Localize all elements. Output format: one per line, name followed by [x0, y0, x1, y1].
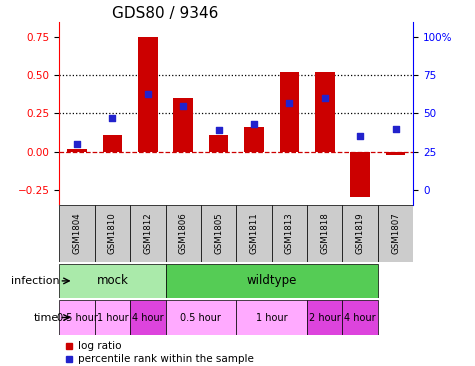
Text: time: time: [34, 313, 59, 322]
Text: 0.5 hour: 0.5 hour: [57, 313, 97, 322]
Bar: [130, 300, 166, 335]
Text: 2 hour: 2 hour: [309, 313, 341, 322]
Text: GSM1804: GSM1804: [73, 212, 82, 254]
Point: [215, 127, 222, 133]
Bar: [280, 72, 299, 152]
Bar: [59, 300, 95, 335]
Text: GSM1806: GSM1806: [179, 212, 188, 254]
Bar: [173, 98, 193, 152]
Text: GSM1810: GSM1810: [108, 212, 117, 254]
Text: mock: mock: [96, 274, 128, 287]
Bar: [237, 300, 307, 335]
Point: [392, 126, 399, 132]
Text: 4 hour: 4 hour: [132, 313, 164, 322]
Bar: [244, 127, 264, 152]
Text: GSM1807: GSM1807: [391, 212, 400, 254]
Text: 4 hour: 4 hour: [344, 313, 376, 322]
Bar: [165, 205, 201, 262]
Bar: [103, 135, 122, 152]
Bar: [272, 205, 307, 262]
Point: [109, 115, 116, 121]
Text: GSM1813: GSM1813: [285, 212, 294, 254]
Bar: [59, 205, 95, 262]
Bar: [201, 205, 237, 262]
Bar: [59, 264, 165, 298]
Legend: log ratio, percentile rank within the sample: log ratio, percentile rank within the sa…: [65, 341, 254, 364]
Text: GSM1818: GSM1818: [320, 212, 329, 254]
Point: [73, 141, 81, 147]
Text: wildtype: wildtype: [247, 274, 297, 287]
Text: GSM1812: GSM1812: [143, 212, 152, 254]
Point: [180, 103, 187, 109]
Bar: [342, 300, 378, 335]
Bar: [130, 205, 166, 262]
Text: 0.5 hour: 0.5 hour: [180, 313, 221, 322]
Point: [250, 121, 258, 127]
Bar: [67, 149, 87, 152]
Bar: [315, 72, 334, 152]
Text: 1 hour: 1 hour: [96, 313, 128, 322]
Bar: [307, 205, 342, 262]
Text: GSM1805: GSM1805: [214, 212, 223, 254]
Bar: [209, 135, 228, 152]
Bar: [386, 152, 405, 155]
Point: [321, 95, 329, 101]
Bar: [342, 205, 378, 262]
Bar: [165, 264, 378, 298]
Bar: [307, 300, 342, 335]
Bar: [237, 205, 272, 262]
Bar: [95, 205, 130, 262]
Bar: [351, 152, 370, 197]
Point: [285, 100, 293, 106]
Text: GSM1819: GSM1819: [356, 213, 365, 254]
Text: 1 hour: 1 hour: [256, 313, 287, 322]
Text: GDS80 / 9346: GDS80 / 9346: [113, 6, 219, 21]
Text: infection: infection: [11, 276, 59, 286]
Bar: [378, 205, 413, 262]
Bar: [95, 300, 130, 335]
Bar: [165, 300, 237, 335]
Point: [356, 134, 364, 139]
Bar: [138, 37, 158, 152]
Text: GSM1811: GSM1811: [249, 212, 258, 254]
Point: [144, 91, 152, 97]
